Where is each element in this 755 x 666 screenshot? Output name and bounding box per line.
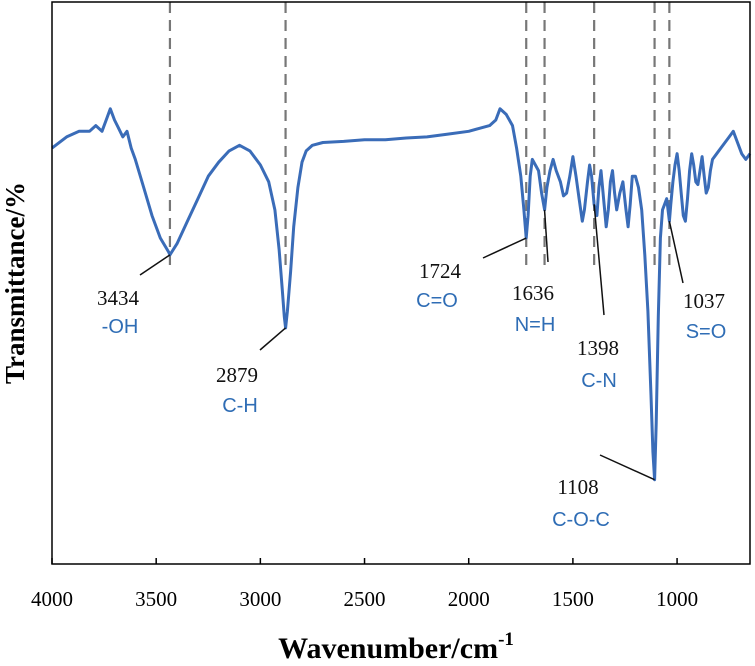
group-label-1108: C-O-C bbox=[552, 509, 610, 531]
group-label-1724: C=O bbox=[416, 290, 458, 312]
leader-line-1724 bbox=[482, 237, 527, 259]
x-tick-label-3500: 3500 bbox=[135, 587, 177, 611]
group-label-2879: C-H bbox=[222, 395, 258, 417]
leader-line-1636 bbox=[543, 209, 549, 263]
x-axis-label: Wavenumber/cm-1 bbox=[278, 629, 514, 665]
leader-line-1037 bbox=[668, 221, 684, 284]
leader-line-1398 bbox=[593, 204, 605, 316]
x-tick-label-1000: 1000 bbox=[656, 587, 698, 611]
peak-label-2879: 2879 bbox=[216, 363, 258, 387]
leader-line-2879 bbox=[259, 327, 287, 351]
peak-label-1724: 1724 bbox=[419, 259, 462, 283]
x-tick-label-1500: 1500 bbox=[552, 587, 594, 611]
y-axis-label: Transmittance/% bbox=[0, 182, 30, 384]
spectrum-line bbox=[51, 107, 752, 482]
x-axis-label-superscript: -1 bbox=[498, 629, 514, 650]
leader-line-1108 bbox=[599, 454, 655, 481]
x-axis-label-text: Wavenumber/cm bbox=[278, 632, 498, 665]
x-tick-label-3000: 3000 bbox=[239, 587, 281, 611]
x-tick-label-2500: 2500 bbox=[344, 587, 386, 611]
group-label-1398: C-N bbox=[581, 370, 617, 392]
group-label-1037: S=O bbox=[686, 321, 727, 343]
peak-label-1636: 1636 bbox=[512, 281, 554, 305]
peak-label-3434: 3434 bbox=[97, 286, 140, 310]
x-tick-label-2000: 2000 bbox=[448, 587, 490, 611]
reference-lines bbox=[168, 2, 671, 265]
group-label-3434: -OH bbox=[102, 316, 139, 338]
peak-label-1037: 1037 bbox=[683, 289, 725, 313]
peak-annotations: 3434 -OH 2879 C-H 1724 C=O 1636 N=H 1398 C-N 1108 C… bbox=[97, 204, 726, 531]
peak-label-1108: 1108 bbox=[557, 475, 598, 499]
peak-label-1398: 1398 bbox=[577, 336, 619, 360]
x-axis-ticks: 4000 3500 3000 2500 2000 1500 1000 bbox=[31, 558, 698, 611]
leader-line-3434 bbox=[139, 254, 171, 276]
plot-frame bbox=[51, 1, 751, 565]
x-tick-label-4000: 4000 bbox=[31, 587, 73, 611]
group-label-1636: N=H bbox=[515, 314, 556, 336]
